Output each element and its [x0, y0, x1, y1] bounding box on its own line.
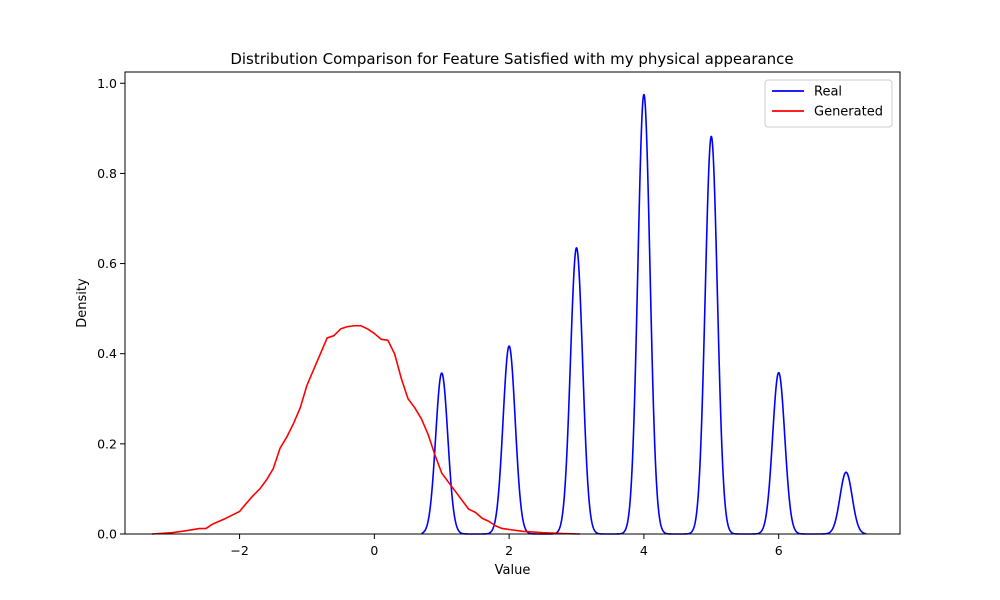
- x-tick-label: 0: [370, 543, 378, 558]
- y-tick-label: 0.6: [97, 256, 117, 271]
- y-tick-label: 1.0: [97, 76, 117, 91]
- y-tick-label: 0.8: [97, 166, 117, 181]
- y-tick-label: 0.0: [97, 527, 117, 542]
- x-tick-label: 4: [640, 543, 648, 558]
- chart-title: Distribution Comparison for Feature Sati…: [230, 50, 793, 68]
- series-line-real: [421, 93, 867, 535]
- x-axis-label: Value: [495, 563, 531, 578]
- y-axis: 0.0 0.2 0.4 0.6 0.8 1.0: [97, 76, 125, 542]
- legend: Real Generated: [764, 79, 893, 128]
- y-tick-label: 0.2: [97, 436, 117, 451]
- y-axis-label: Density: [75, 278, 90, 328]
- x-tick-label: 2: [505, 543, 513, 558]
- legend-label-generated: Generated: [814, 105, 883, 120]
- series-line-generated: [151, 324, 580, 535]
- x-axis: −2 0 2 4 6: [230, 534, 783, 558]
- y-tick-label: 0.4: [97, 346, 117, 361]
- legend-label-real: Real: [814, 85, 842, 100]
- x-tick-label: −2: [230, 543, 248, 558]
- plot-area: [151, 93, 867, 535]
- axes-frame: [124, 71, 901, 535]
- x-tick-label: 6: [775, 543, 783, 558]
